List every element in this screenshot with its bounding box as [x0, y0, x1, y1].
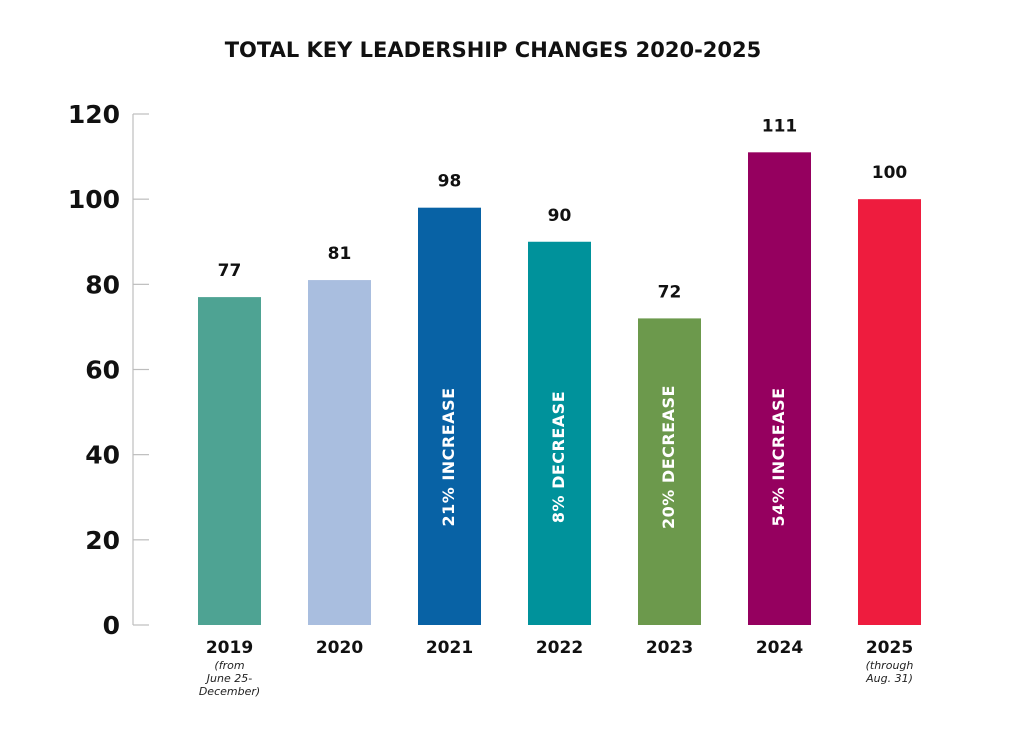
x-tick-label-2020: 2020	[316, 638, 363, 658]
bar-annotation-2024: 54% INCREASE	[769, 387, 788, 526]
y-tick-label: 0	[103, 611, 120, 640]
y-tick-labels: 0 20 40 60 80 100 120	[68, 100, 120, 640]
x-tick-label-2022: 2022	[536, 638, 583, 658]
data-label-2025: 100	[872, 163, 908, 183]
data-label-2019: 77	[218, 261, 242, 281]
data-label-2020: 81	[328, 244, 352, 264]
x-tick-label-2024: 2024	[756, 638, 803, 658]
bar-2023	[638, 318, 701, 625]
y-tick-label: 120	[68, 100, 120, 129]
bar-2020	[308, 280, 371, 625]
bar-annotation-2023: 20% DECREASE	[659, 385, 678, 529]
bar-annotation-2022: 8% DECREASE	[549, 391, 568, 523]
chart-title: TOTAL KEY LEADERSHIP CHANGES 2020-2025	[225, 38, 762, 62]
data-label-2023: 72	[658, 282, 682, 302]
data-label-2021: 98	[438, 172, 462, 192]
x-tick-label-2023: 2023	[646, 638, 693, 658]
y-gridlines	[133, 113, 149, 626]
bar-2022	[528, 241, 591, 625]
bar-2025	[858, 199, 921, 625]
y-tick-label: 20	[85, 526, 120, 555]
data-label-2022: 90	[548, 206, 572, 226]
x-tick-label-2021: 2021	[426, 638, 473, 658]
y-tick-label: 80	[85, 270, 120, 299]
x-tick-note-2025: (through	[866, 659, 914, 672]
bars	[198, 152, 921, 625]
x-tick-label-2019: 2019	[206, 638, 253, 658]
data-labels: 77 81 98 90 72 111 100	[218, 116, 908, 302]
bar-2021	[418, 207, 481, 625]
y-tick-label: 100	[68, 185, 120, 214]
x-tick-note-2025: Aug. 31)	[865, 672, 913, 685]
y-tick-label: 60	[85, 356, 120, 385]
bar-2024	[748, 152, 811, 625]
y-tick-label: 40	[85, 441, 120, 470]
data-label-2024: 111	[762, 116, 798, 136]
bar-annotation-2021: 21% INCREASE	[439, 387, 458, 526]
bar-annotations: 21% INCREASE 8% DECREASE 20% DECREASE 54% I…	[439, 385, 788, 529]
bar-2019	[198, 297, 261, 625]
x-tick-note-2019: June 25-	[205, 672, 252, 685]
x-tick-label-2025: 2025	[866, 638, 913, 658]
x-tick-note-2019: December)	[199, 685, 260, 698]
x-tick-note-2019: (from	[214, 659, 244, 672]
